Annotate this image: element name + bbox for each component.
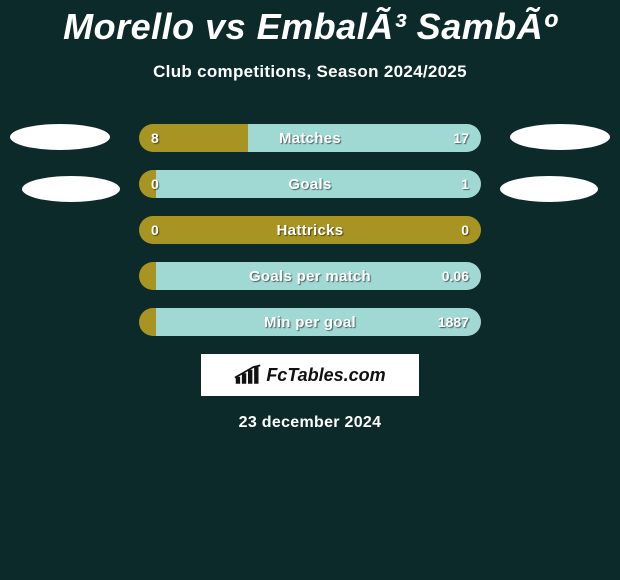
branding-text: FcTables.com [266,365,385,386]
page-subtitle: Club competitions, Season 2024/2025 [0,62,620,82]
bar-row: 1887Min per goal [139,308,481,336]
bar-row: 817Matches [139,124,481,152]
team-logo-right-2 [500,176,598,202]
team-logo-left-2 [22,176,120,202]
branding-badge: FcTables.com [201,354,419,396]
bar-segment-right [156,308,481,336]
bars-container: 817Matches 01Goals 00Hattricks 0.06Goals pe… [139,124,481,336]
page-title: Morello vs EmbalÃ³ SambÃº [0,0,620,48]
bar-row: 00Hattricks [139,216,481,244]
chart-icon [234,364,262,386]
bar-segment-left [139,308,156,336]
comparison-chart: 817Matches 01Goals 00Hattricks 0.06Goals pe… [0,124,620,336]
team-logo-left-1 [10,124,110,150]
bar-segment-left [139,216,481,244]
bar-segment-right [156,170,481,198]
bar-segment-left [139,124,248,152]
date-text: 23 december 2024 [0,414,620,432]
bar-row: 01Goals [139,170,481,198]
bar-segment-left [139,262,156,290]
bar-segment-right [156,262,481,290]
team-logo-right-1 [510,124,610,150]
bar-segment-right [248,124,481,152]
bar-segment-left [139,170,156,198]
bar-row: 0.06Goals per match [139,262,481,290]
